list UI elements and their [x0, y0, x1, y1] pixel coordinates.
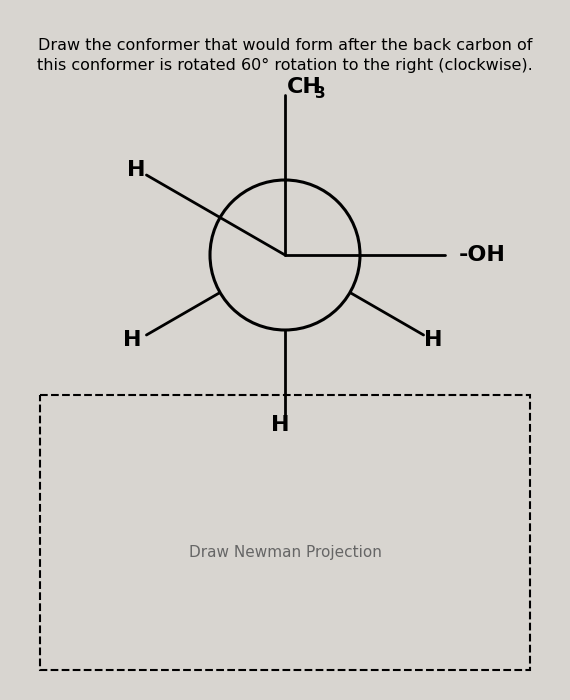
Text: -OH: -OH [459, 245, 506, 265]
Text: CH: CH [287, 77, 322, 97]
Circle shape [210, 180, 360, 330]
Text: H: H [271, 415, 289, 435]
Bar [40, 395, 530, 670]
Text: H: H [127, 160, 146, 180]
Text: 3: 3 [315, 85, 325, 101]
Text: H: H [123, 330, 142, 350]
Text: H: H [424, 330, 443, 350]
Text: this conformer is rotated 60° rotation to the right (clockwise).: this conformer is rotated 60° rotation t… [37, 58, 533, 73]
Text: Draw the conformer that would form after the back carbon of: Draw the conformer that would form after… [38, 38, 532, 53]
Text: Draw Newman Projection: Draw Newman Projection [189, 545, 381, 560]
